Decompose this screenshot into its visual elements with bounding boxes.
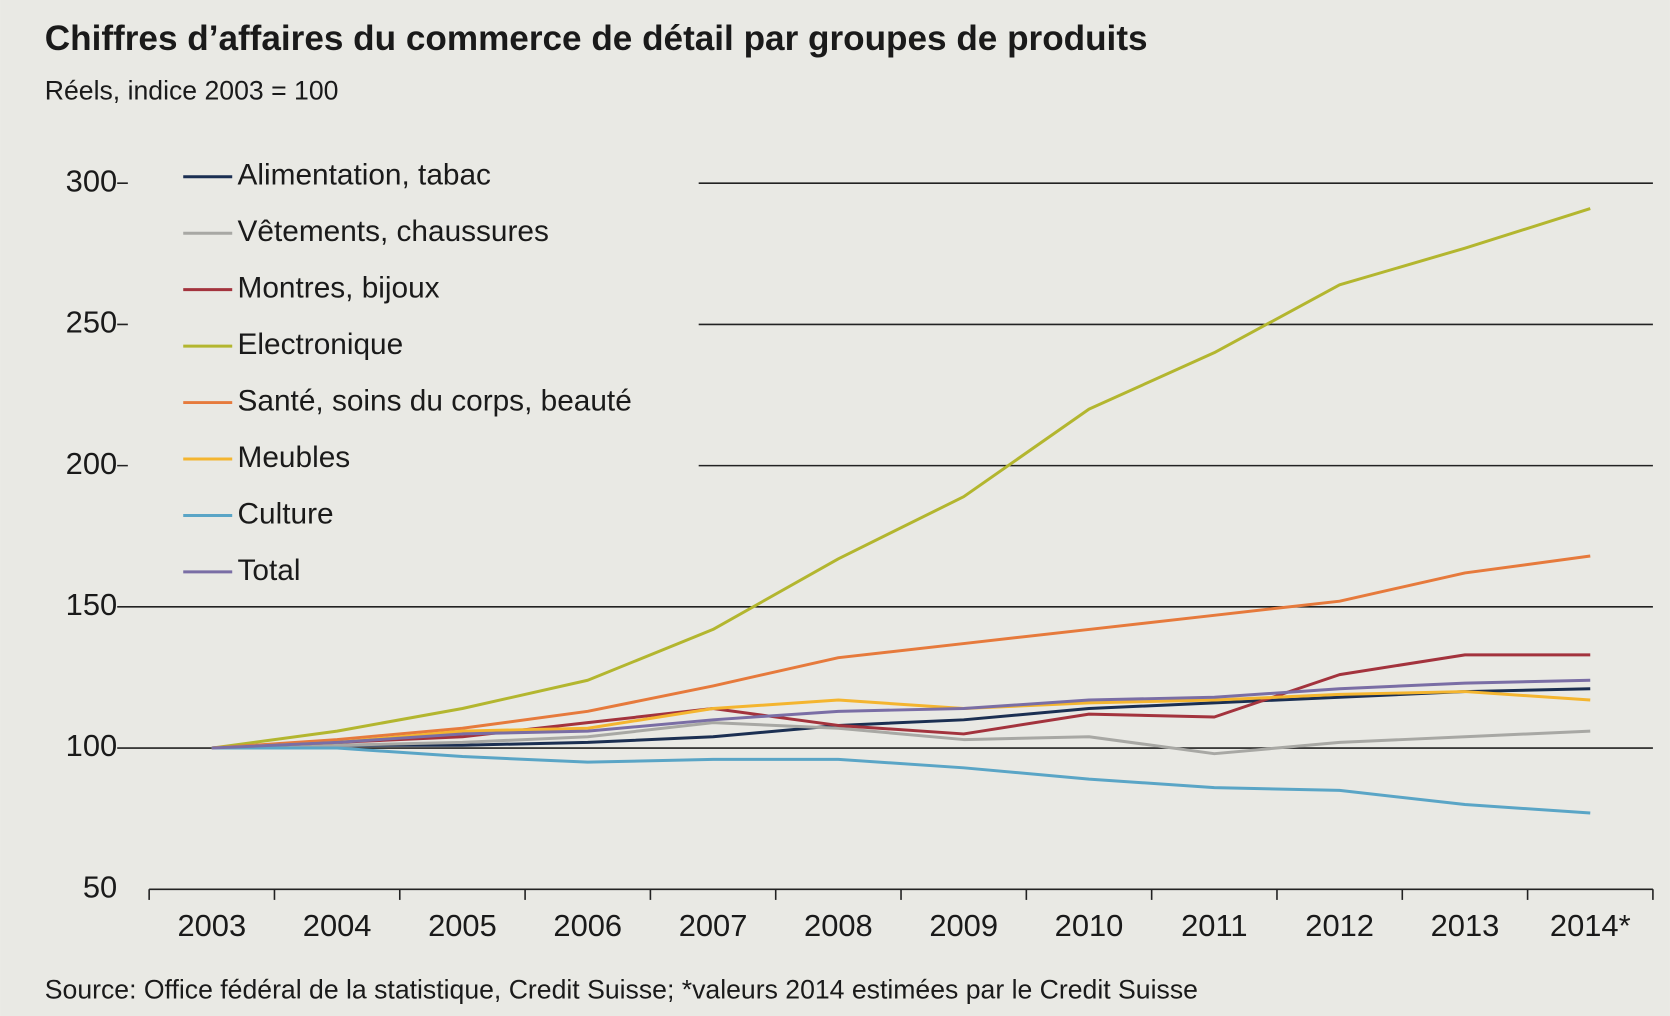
legend-label: Electronique bbox=[238, 328, 404, 361]
y-tick-label: 100 bbox=[66, 728, 118, 763]
x-tick-label: 2006 bbox=[553, 908, 622, 943]
legend-label: Alimentation, tabac bbox=[238, 159, 492, 192]
x-tick-label: 2005 bbox=[428, 908, 497, 943]
series-line bbox=[211, 721, 1591, 756]
x-tick-label: 2012 bbox=[1305, 908, 1374, 943]
y-tick-label: 50 bbox=[83, 869, 117, 904]
legend-label: Total bbox=[238, 554, 301, 587]
x-tick-label: 2003 bbox=[177, 908, 246, 943]
y-tick-label: 250 bbox=[66, 305, 118, 340]
x-tick-label: 2014* bbox=[1550, 908, 1631, 943]
x-tick-label: 2010 bbox=[1055, 908, 1124, 943]
y-tick-label: 200 bbox=[66, 446, 118, 481]
source: Source: Office fédéral de la statistique… bbox=[45, 975, 1198, 1005]
x-tick-label: 2013 bbox=[1431, 908, 1500, 943]
series-line bbox=[211, 746, 1591, 815]
x-tick-label: 2004 bbox=[303, 908, 372, 943]
legend-label: Montres, bijoux bbox=[238, 272, 440, 305]
x-tick-label: 2011 bbox=[1181, 908, 1247, 943]
series-line bbox=[211, 687, 1591, 750]
x-tick-label: 2008 bbox=[804, 908, 873, 943]
legend-label: Vêtements, chaussures bbox=[238, 215, 549, 248]
legend-label: Meubles bbox=[238, 441, 351, 474]
series-line bbox=[211, 207, 1591, 750]
series-line bbox=[211, 653, 1591, 750]
legend-box bbox=[127, 149, 699, 592]
series-line bbox=[211, 690, 1591, 750]
x-tick-label: 2007 bbox=[679, 908, 748, 943]
legend-label: Culture bbox=[238, 497, 334, 530]
y-tick-label: 300 bbox=[66, 163, 118, 198]
legend-label: Santé, soins du corps, beauté bbox=[238, 384, 632, 417]
y-tick-label: 150 bbox=[66, 587, 118, 622]
x-tick-label: 2009 bbox=[929, 908, 998, 943]
series-line bbox=[211, 678, 1591, 750]
chart-subtitle: Réels, indice 2003 = 100 bbox=[45, 76, 339, 106]
chart-title: Chiffres d’affaires du commerce de détai… bbox=[45, 19, 1148, 58]
series-line bbox=[211, 554, 1591, 750]
